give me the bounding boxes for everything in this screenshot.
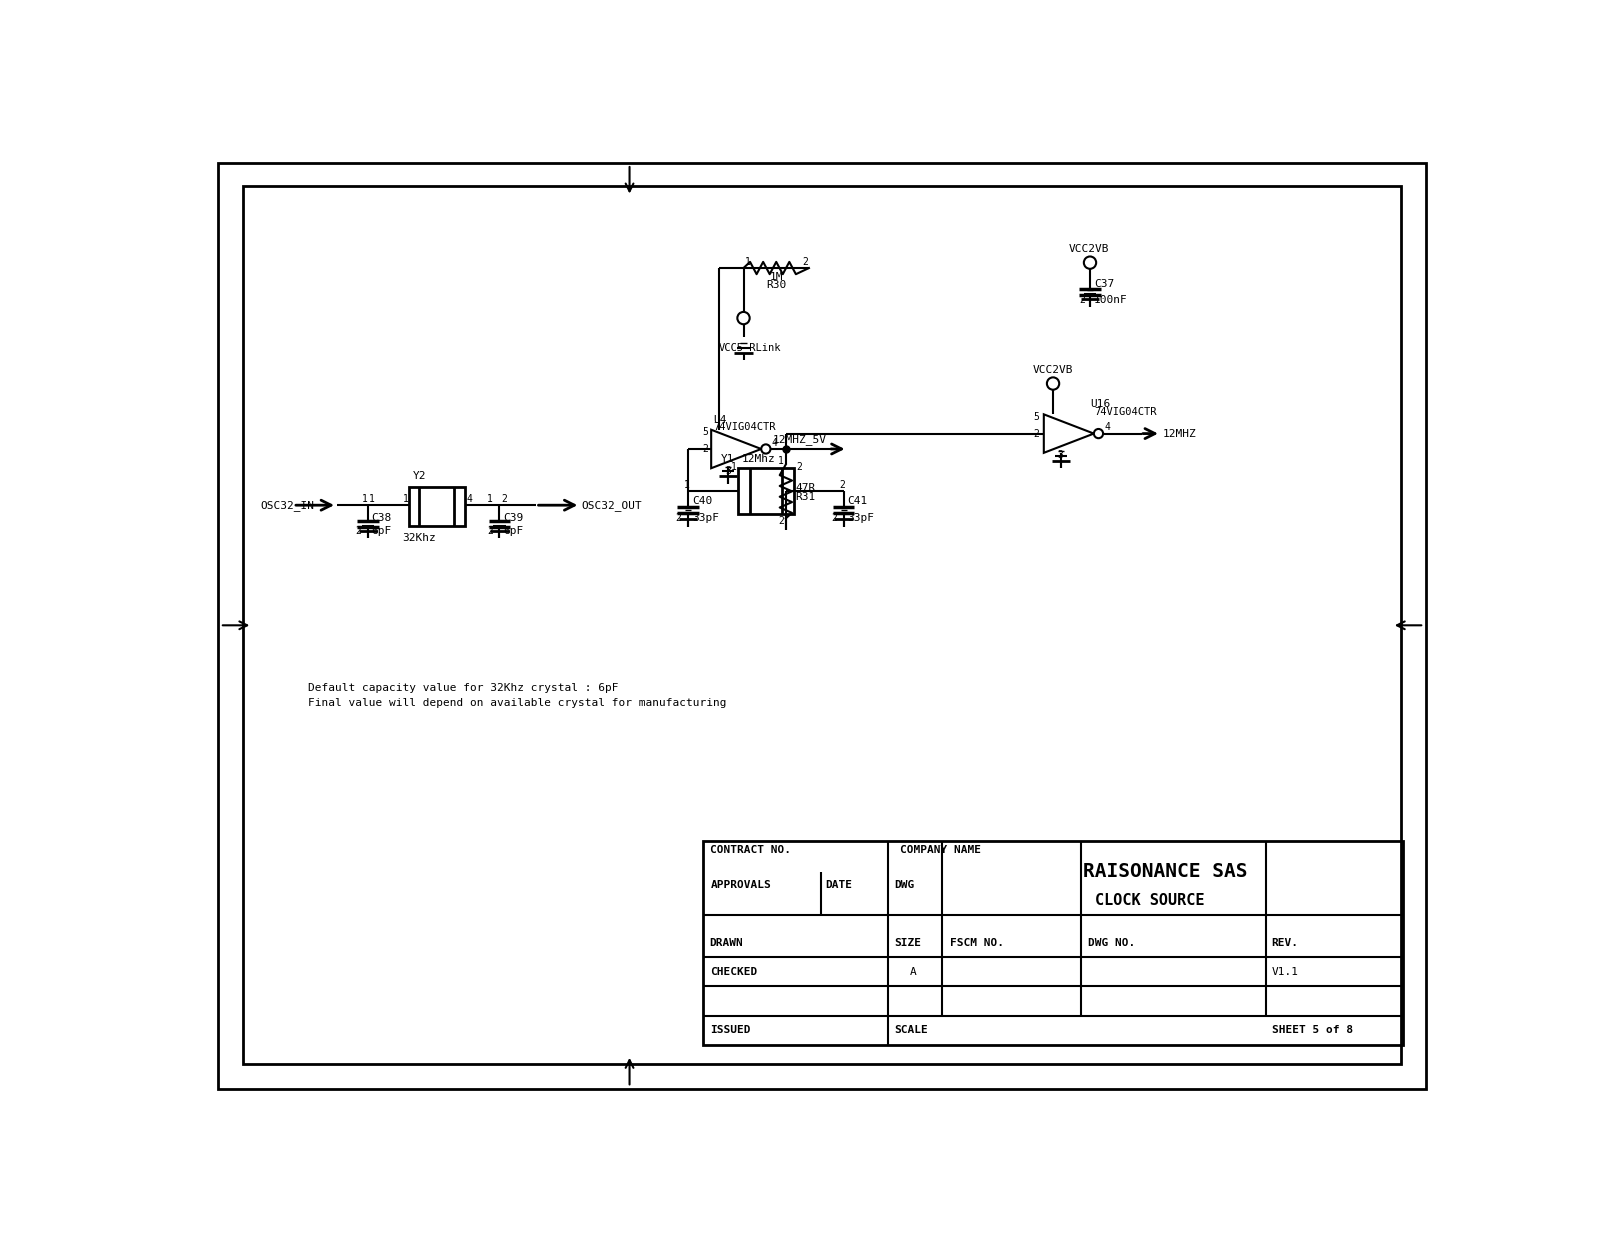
Text: 2: 2 — [356, 527, 361, 536]
Text: 2: 2 — [675, 513, 682, 523]
Text: 2: 2 — [500, 494, 507, 504]
Text: 32Khz: 32Khz — [403, 533, 436, 543]
Text: C39: C39 — [504, 513, 523, 523]
Text: CLOCK SOURCE: CLOCK SOURCE — [1096, 893, 1205, 908]
Text: 6pF: 6pF — [372, 527, 391, 536]
Text: CHECKED: CHECKED — [709, 966, 757, 976]
Bar — [409, 487, 465, 527]
Text: 5: 5 — [703, 427, 707, 437]
Text: COMPANY NAME: COMPANY NAME — [900, 845, 980, 855]
Text: 4: 4 — [772, 437, 778, 447]
Text: VCC5_RLink: VCC5_RLink — [719, 342, 781, 353]
Text: A: A — [909, 966, 916, 976]
Text: C41: C41 — [847, 497, 868, 507]
Text: U16: U16 — [1091, 399, 1110, 409]
Text: 2: 2 — [1033, 429, 1039, 439]
Text: SIZE: SIZE — [895, 938, 921, 948]
Text: DRAWN: DRAWN — [709, 938, 743, 948]
Text: 1: 1 — [403, 494, 409, 504]
Text: SHEET 5 of 8: SHEET 5 of 8 — [1272, 1026, 1352, 1036]
Text: 33pF: 33pF — [691, 513, 719, 523]
Text: DWG: DWG — [895, 880, 914, 890]
Text: R30: R30 — [767, 280, 786, 290]
Bar — [704, 841, 1402, 1044]
Text: 2: 2 — [831, 513, 837, 523]
Bar — [738, 468, 794, 514]
Text: 74VIG04CTR: 74VIG04CTR — [1094, 408, 1156, 418]
Text: 2: 2 — [802, 256, 808, 266]
Text: 1: 1 — [369, 494, 375, 504]
Text: 2: 2 — [778, 517, 784, 527]
Text: C38: C38 — [372, 513, 391, 523]
Text: 2: 2 — [840, 481, 845, 491]
Text: 6pF: 6pF — [504, 527, 523, 536]
Text: 12MHZ: 12MHZ — [1163, 429, 1197, 439]
Text: Y1: Y1 — [722, 453, 735, 463]
Text: 1: 1 — [778, 456, 784, 466]
Text: 12MHZ_5V: 12MHZ_5V — [773, 435, 826, 445]
Text: V1.1: V1.1 — [1272, 966, 1299, 976]
Text: 4: 4 — [467, 494, 472, 504]
Text: OSC32_IN: OSC32_IN — [260, 499, 314, 510]
Text: FSCM NO.: FSCM NO. — [950, 938, 1004, 948]
Text: R31: R31 — [796, 492, 815, 503]
Text: 1: 1 — [730, 462, 736, 472]
Text: 12Mhz: 12Mhz — [743, 453, 776, 463]
Text: C40: C40 — [691, 497, 712, 507]
Text: DWG NO.: DWG NO. — [1089, 938, 1136, 948]
Text: 1: 1 — [488, 494, 492, 504]
Text: SCALE: SCALE — [895, 1026, 929, 1036]
Text: 3: 3 — [725, 466, 731, 476]
Text: DATE: DATE — [824, 880, 852, 890]
Text: 2: 2 — [796, 462, 802, 472]
Text: 1: 1 — [685, 481, 690, 491]
Text: 33pF: 33pF — [847, 513, 874, 523]
Text: CONTRACT NO.: CONTRACT NO. — [709, 845, 791, 855]
Text: REV.: REV. — [1272, 938, 1299, 948]
Text: 1M: 1M — [770, 273, 783, 282]
Text: Default capacity value for 32Khz crystal : 6pF: Default capacity value for 32Khz crystal… — [308, 683, 619, 693]
Text: 74VIG04CTR: 74VIG04CTR — [714, 422, 776, 432]
Text: 4: 4 — [1105, 422, 1110, 432]
Text: Final value will depend on available crystal for manufacturing: Final value will depend on available cry… — [308, 698, 727, 707]
Text: 1: 1 — [744, 256, 751, 266]
Text: Y2: Y2 — [412, 471, 427, 481]
Text: 3: 3 — [1057, 450, 1063, 460]
Text: RAISONANCE SAS: RAISONANCE SAS — [1083, 862, 1248, 881]
Text: 47R: 47R — [796, 483, 815, 493]
Text: VCC2VB: VCC2VB — [1068, 244, 1108, 254]
Text: 2: 2 — [1079, 295, 1084, 305]
Text: 2: 2 — [488, 527, 492, 536]
Text: U4: U4 — [714, 415, 727, 425]
Text: 5: 5 — [1033, 411, 1039, 421]
Text: APPROVALS: APPROVALS — [711, 880, 772, 890]
Text: ISSUED: ISSUED — [709, 1026, 751, 1036]
Text: 2: 2 — [703, 444, 707, 453]
Text: OSC32_OUT: OSC32_OUT — [582, 499, 643, 510]
Text: 100nF: 100nF — [1094, 295, 1128, 305]
Text: VCC2VB: VCC2VB — [1033, 364, 1073, 374]
Text: C37: C37 — [1094, 279, 1115, 289]
Text: 1: 1 — [361, 494, 367, 504]
